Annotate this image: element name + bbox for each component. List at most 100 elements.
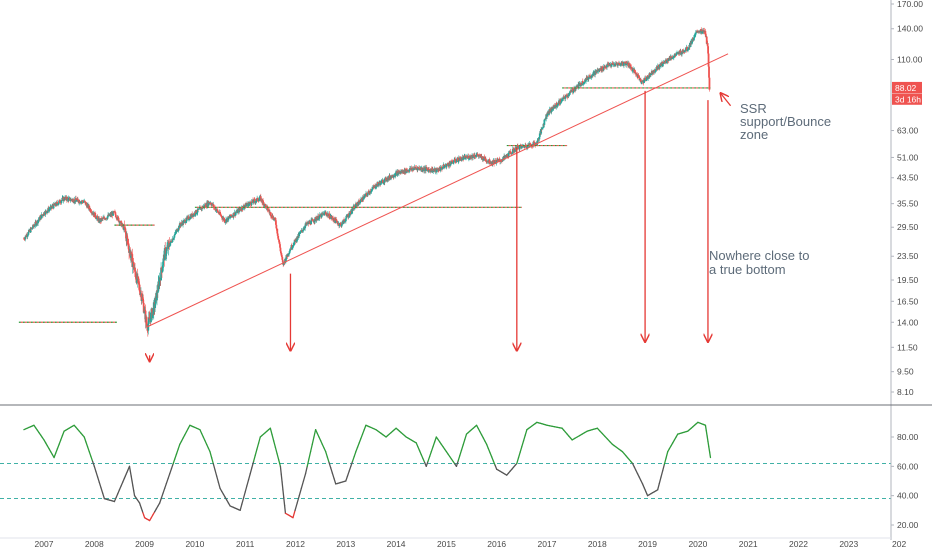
annotation-line: a true bottom <box>709 262 786 277</box>
oscillator-segment <box>272 435 274 441</box>
oscillator-segment <box>86 442 88 447</box>
oscillator-segment <box>666 452 668 458</box>
oscillator-segment <box>257 443 259 449</box>
oscillator-segment <box>461 445 463 450</box>
oscillator-segment <box>178 444 180 449</box>
oscillator-segment <box>218 482 220 488</box>
time-tick-label: 2009 <box>135 539 154 549</box>
oscillator-segment <box>488 448 490 452</box>
oscillator-segment <box>356 447 358 451</box>
oscillator-segment <box>495 465 497 469</box>
oscillator-segment <box>284 498 285 506</box>
oscillator-segment <box>255 449 257 455</box>
ssr-arrow <box>721 93 731 106</box>
price-pane <box>19 27 728 336</box>
oscillator-segment <box>275 447 277 453</box>
candle <box>289 251 291 253</box>
oscillator-line <box>24 422 711 520</box>
oscillator-segment <box>54 453 56 457</box>
oscillator-segment <box>279 460 281 466</box>
oscillator-segment <box>96 472 98 477</box>
candle <box>277 233 279 235</box>
oscillator-segment <box>354 452 356 457</box>
oscillator-segment <box>428 457 430 462</box>
oscillator-segment <box>311 444 313 451</box>
oscillator-segment <box>353 457 355 462</box>
oscillator-segment <box>171 464 173 469</box>
price-tag-label: 88.02 <box>895 83 917 93</box>
oscillator-segment <box>349 466 351 471</box>
oscillator-segment <box>247 480 249 486</box>
oscillator-segment <box>487 444 489 448</box>
time-tick-label: 2017 <box>538 539 557 549</box>
oscillator-segment <box>94 466 96 471</box>
oscillator-segment <box>525 430 527 436</box>
price-tag: 3d 16h <box>892 94 922 105</box>
oscillator-segment <box>307 459 309 466</box>
oscillator-segment <box>492 457 494 461</box>
oscillator-segment <box>103 493 105 498</box>
oscillator-segment <box>433 442 435 447</box>
oscillator-segment <box>706 431 707 436</box>
annotation-line: zone <box>740 127 768 142</box>
price-tick-label: 16.50 <box>897 296 919 306</box>
oscillator-segment <box>293 510 295 517</box>
time-tick-label: 2012 <box>286 539 305 549</box>
oscillator-segment <box>710 452 711 457</box>
oscillator-segment <box>252 461 254 467</box>
time-tick-label: 2011 <box>236 539 255 549</box>
price-tick-label: 140.00 <box>897 24 923 34</box>
price-tick-label: 51.00 <box>897 152 919 162</box>
time-tick-label: 2015 <box>437 539 456 549</box>
oscillator-segment <box>282 482 283 490</box>
annotation-line: Nowhere close to <box>709 248 809 263</box>
time-tick-label: 2020 <box>688 539 707 549</box>
price-tick-label: 35.50 <box>897 199 919 209</box>
oscillator-segment <box>463 439 465 444</box>
oscillator-segment <box>161 493 163 498</box>
oscillator-segment <box>306 466 308 473</box>
oscillator-segment <box>332 473 334 478</box>
oscillator-segment <box>359 438 361 442</box>
oscillator-segment <box>460 450 462 455</box>
oscillator-segment <box>326 452 328 457</box>
oscillator-segment <box>301 481 303 488</box>
oscillator-segment <box>61 436 63 440</box>
oscillator-segment <box>277 454 279 460</box>
oscillator-segment <box>493 461 495 465</box>
oscillator-segment <box>259 437 261 443</box>
oscillator-segment <box>242 498 244 504</box>
oscillator-segment <box>709 447 710 452</box>
price-tick-label: 170.00 <box>897 0 923 9</box>
oscillator-segment <box>285 505 286 513</box>
time-tick-label: 2013 <box>336 539 355 549</box>
oscillator-segment <box>327 457 329 462</box>
price-tick-label: 14.00 <box>897 317 919 327</box>
price-tick-label: 23.50 <box>897 251 919 261</box>
oscillator-segment <box>166 479 168 484</box>
oscillator-segment <box>431 447 433 452</box>
oscillator-segment <box>663 464 665 470</box>
oscillator-segment <box>250 468 252 474</box>
time-tick-label: 2021 <box>739 539 758 549</box>
oscillator-segment <box>173 459 175 464</box>
oscillator-segment <box>93 461 95 466</box>
oscillator-segment <box>99 482 101 487</box>
oscillator-segment <box>364 425 366 429</box>
price-tick-label: 19.50 <box>897 275 919 285</box>
price-tick-label: 9.50 <box>897 367 914 377</box>
oscillator-segment <box>215 470 217 476</box>
oscillator-segment <box>84 437 86 442</box>
oscillator-segment <box>210 452 212 458</box>
oscillator-segment <box>334 479 336 484</box>
oscillator-segment <box>101 488 103 493</box>
price-tick-label: 43.50 <box>897 173 919 183</box>
price-tick-label: 8.10 <box>897 387 914 397</box>
oscillator-segment <box>134 491 135 496</box>
oscillator-segment <box>456 461 458 466</box>
